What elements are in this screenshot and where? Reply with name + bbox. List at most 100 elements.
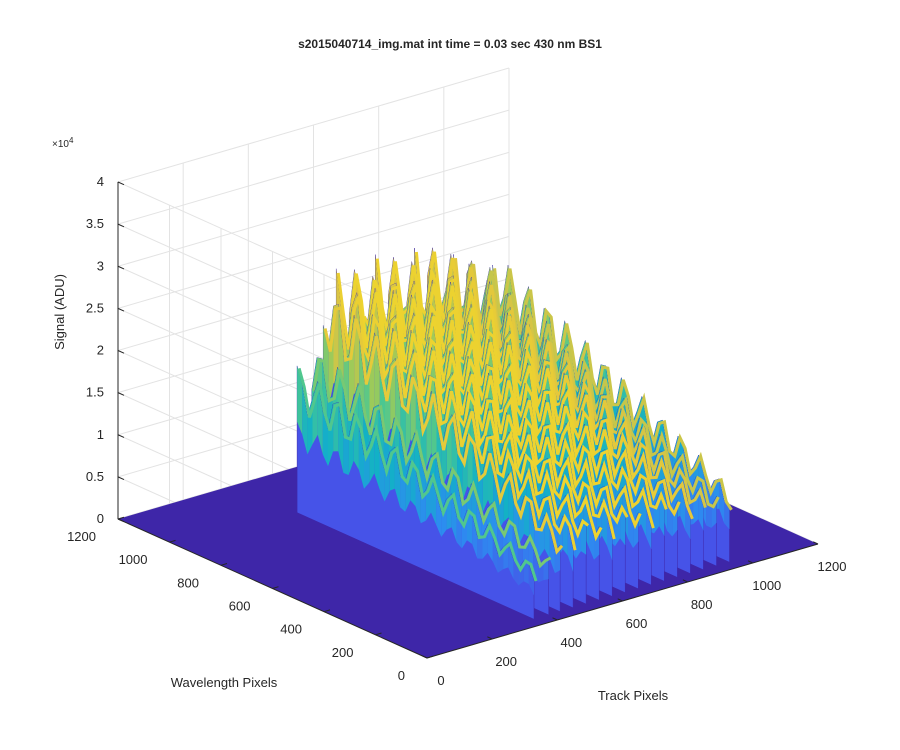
ridge-band (467, 434, 473, 492)
ridge-rim (493, 268, 733, 511)
ridge-band (607, 516, 613, 561)
z-tick-label: 0 (97, 511, 104, 526)
ridge-band (646, 508, 652, 550)
z-tick-label: 1.5 (86, 385, 104, 400)
axis-lines (117, 181, 819, 659)
z-tick-label: 2 (97, 343, 104, 358)
ridge-band (487, 524, 493, 562)
z-tick-label: 3 (97, 258, 104, 273)
ridge-band (685, 504, 691, 540)
ridge-band (581, 520, 587, 555)
x-tick (812, 541, 819, 545)
ridge-band (528, 563, 534, 596)
z-tick-label: 2.5 (86, 300, 104, 315)
y-tick (426, 655, 434, 659)
ridge-band (400, 475, 406, 512)
ridge-band (488, 451, 494, 515)
x-tick (617, 598, 623, 602)
ridge-rim (388, 261, 629, 525)
z-tick (117, 307, 125, 312)
x-tick-label: 800 (691, 597, 713, 612)
y-tick (375, 632, 382, 636)
ridge-rim (312, 358, 552, 569)
y-tick (323, 609, 331, 613)
ridge-rim (362, 279, 603, 542)
x-tick-label: 400 (560, 635, 582, 650)
ridge-rim (427, 251, 668, 510)
z-tick (117, 518, 125, 523)
y-tick-label: 400 (280, 622, 302, 637)
y-tick-label: 1000 (119, 552, 148, 567)
ridge-band (601, 501, 607, 546)
ridge-rim (349, 273, 590, 539)
x-tick-label: 1200 (818, 559, 847, 574)
z-tick (117, 265, 125, 270)
z-tick (117, 350, 125, 354)
ridge-band (628, 510, 634, 548)
z-tick (117, 476, 125, 481)
y-tick (272, 586, 279, 589)
ridge-band (513, 559, 519, 586)
ridge-band (472, 515, 478, 559)
x-axis-label: Track Pixels (598, 688, 669, 703)
z-exponent-label: ×104 (52, 136, 74, 150)
ridge-band (680, 483, 686, 531)
ridge-band (512, 525, 518, 568)
ridge-band (358, 426, 364, 489)
ridge-band (322, 411, 328, 467)
ridge-band (667, 504, 673, 537)
ridge-band (724, 501, 730, 530)
x-tick (487, 636, 493, 640)
ridge-band (588, 517, 594, 560)
ridge-rim (323, 306, 564, 555)
ridge-band (379, 451, 385, 502)
chart-title: s2015040714_img.mat int time = 0.03 sec … (298, 37, 602, 51)
z-tick-label: 3.5 (86, 216, 104, 231)
ridge-band (492, 537, 498, 573)
z-tick (117, 223, 125, 228)
x-tick (682, 579, 688, 583)
ridge-rim (467, 263, 707, 509)
z-tick-label: 1 (97, 427, 104, 442)
ridge-band (456, 516, 462, 549)
ridge-band (706, 503, 712, 528)
x-tick-label: 200 (495, 654, 517, 669)
ridge-band (343, 435, 349, 475)
ridge-band (517, 546, 523, 569)
tick-labels: 00.511.522.533.5402004006008001000120002… (67, 174, 846, 688)
x-tick-label: 1000 (752, 578, 781, 593)
ridge-band (431, 475, 437, 525)
y-axis-label: Wavelength Pixels (171, 675, 278, 690)
ridge-band (436, 493, 442, 537)
ridge-rim (336, 272, 577, 551)
y-tick-label: 600 (229, 599, 251, 614)
ridge-band (467, 510, 473, 544)
ridge-band (394, 447, 401, 508)
ridge-band (620, 506, 626, 546)
y-tick-label: 0 (398, 668, 405, 683)
ridge-band (338, 402, 344, 473)
ridge-band (659, 493, 665, 536)
z-tick-label: 0.5 (86, 469, 104, 484)
x-tick (552, 617, 558, 621)
y-tick (169, 539, 176, 543)
ridge-band (451, 493, 457, 543)
ridge-band (698, 489, 704, 531)
y-tick (117, 516, 125, 520)
ridge-band (415, 469, 421, 524)
x-tick-label: 0 (437, 673, 444, 688)
ridge-band (431, 391, 437, 473)
ridge-rim (375, 258, 616, 540)
ridge-band (353, 413, 359, 470)
ridge-band (302, 385, 308, 455)
y-tick-label: 800 (177, 575, 199, 590)
ridge-band (567, 525, 574, 572)
ridge-band (317, 381, 323, 455)
ridge-band (641, 489, 647, 537)
ridge-rim (297, 367, 538, 582)
x-tick (747, 560, 754, 564)
y-tick-label: 1200 (67, 529, 96, 544)
x-tick (421, 655, 428, 659)
